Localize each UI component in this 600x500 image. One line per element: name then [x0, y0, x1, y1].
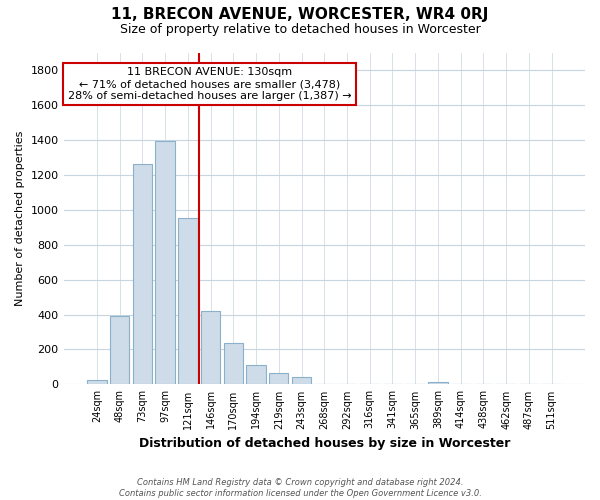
Bar	[428, 382, 448, 384]
Bar	[87, 380, 107, 384]
Bar	[110, 316, 130, 384]
Bar	[201, 311, 220, 384]
Bar	[133, 164, 152, 384]
X-axis label: Distribution of detached houses by size in Worcester: Distribution of detached houses by size …	[139, 437, 510, 450]
Y-axis label: Number of detached properties: Number of detached properties	[15, 131, 25, 306]
Bar	[292, 378, 311, 384]
Text: Size of property relative to detached houses in Worcester: Size of property relative to detached ho…	[119, 22, 481, 36]
Text: Contains HM Land Registry data © Crown copyright and database right 2024.
Contai: Contains HM Land Registry data © Crown c…	[119, 478, 481, 498]
Text: 11, BRECON AVENUE, WORCESTER, WR4 0RJ: 11, BRECON AVENUE, WORCESTER, WR4 0RJ	[112, 8, 488, 22]
Bar	[224, 344, 243, 384]
Bar	[155, 140, 175, 384]
Text: 11 BRECON AVENUE: 130sqm
← 71% of detached houses are smaller (3,478)
28% of sem: 11 BRECON AVENUE: 130sqm ← 71% of detach…	[68, 68, 352, 100]
Bar	[247, 365, 266, 384]
Bar	[269, 373, 289, 384]
Bar	[178, 218, 197, 384]
